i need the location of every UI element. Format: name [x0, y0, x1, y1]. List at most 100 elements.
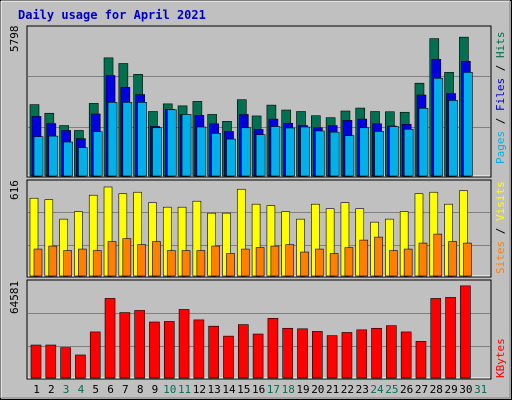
bar-sites-day-16	[255, 247, 265, 277]
bar-kbytes-day-17	[267, 318, 279, 379]
bar-pages-day-9	[152, 127, 162, 177]
bar-kbytes-day-25	[386, 325, 397, 379]
x-tick-label-day-24: 24	[370, 383, 384, 396]
bar-pages-day-15	[240, 127, 251, 177]
bar-kbytes-day-5	[89, 331, 101, 379]
bar-pages-day-14	[226, 138, 236, 177]
x-tick-label-day-23: 23	[356, 383, 369, 396]
bar-kbytes-day-20	[312, 331, 323, 379]
bar-kbytes-day-2	[45, 344, 57, 379]
bar-pages-day-13	[211, 133, 221, 177]
bar-sites-day-7	[122, 238, 132, 277]
bar-kbytes-day-7	[119, 312, 131, 379]
bar-pages-day-22	[344, 135, 355, 177]
x-tick-label-day-12: 12	[193, 383, 206, 396]
bar-sites-day-13	[211, 245, 220, 277]
side-sep-2: /	[494, 58, 507, 78]
bar-kbytes-day-22	[341, 332, 353, 379]
bar-kbytes-day-24	[371, 327, 382, 379]
side-label-mid: Sites / Visits	[494, 181, 507, 274]
x-tick-label-day-4: 4	[78, 383, 85, 396]
bar-sites-day-4	[78, 248, 87, 277]
x-tick-label-day-14: 14	[222, 383, 236, 396]
bar-sites-day-14	[226, 253, 235, 277]
bar-kbytes-day-4	[75, 354, 86, 379]
bar-kbytes-day-14	[223, 335, 234, 379]
x-tick-label-day-16: 16	[252, 383, 265, 396]
x-tick-label-day-5: 5	[92, 383, 99, 396]
x-tick-label-day-1: 1	[33, 383, 40, 396]
bar-kbytes-day-23	[356, 329, 368, 379]
bar-kbytes-day-10	[163, 321, 175, 379]
bar-pages-day-21	[329, 131, 340, 177]
panel-visits-sites	[26, 179, 492, 278]
bar-sites-day-11	[181, 250, 191, 277]
side-label-sites: Sites	[494, 241, 507, 274]
bar-pages-day-17	[270, 126, 281, 177]
bar-sites-day-20	[315, 248, 324, 277]
bar-pages-day-20	[315, 130, 325, 177]
bar-sites-day-15	[240, 248, 250, 277]
bar-kbytes-day-15	[237, 324, 249, 379]
side-sep-3: /	[494, 221, 507, 241]
bar-sites-day-30	[463, 242, 472, 277]
bar-kbytes-day-8	[134, 310, 145, 379]
bar-pages-day-25	[389, 126, 399, 177]
bar-sites-day-18	[285, 244, 295, 277]
bar-kbytes-day-27	[415, 341, 427, 379]
x-tick-label-day-30: 30	[459, 383, 472, 396]
bar-pages-day-19	[300, 126, 310, 177]
x-tick-label-day-9: 9	[152, 383, 159, 396]
bar-pages-day-7	[122, 102, 133, 177]
bar-kbytes-day-3	[60, 347, 71, 379]
bar-sites-day-24	[374, 236, 383, 277]
bar-pages-day-18	[285, 127, 296, 177]
bar-pages-day-2	[48, 135, 59, 177]
bar-pages-day-16	[255, 134, 266, 177]
bar-sites-day-23	[359, 239, 369, 277]
bar-sites-day-27	[418, 242, 428, 277]
bar-kbytes-day-18	[282, 327, 294, 379]
bar-pages-day-28	[433, 77, 444, 177]
bar-sites-day-8	[137, 244, 146, 277]
bar-kbytes-day-30	[460, 285, 471, 379]
panel-kbytes	[26, 279, 492, 380]
x-tick-label-day-7: 7	[122, 383, 129, 396]
top-max-label: 5798	[8, 26, 21, 53]
x-tick-label-day-21: 21	[326, 383, 339, 396]
side-label-hits: Hits	[494, 32, 507, 59]
x-tick-label-day-19: 19	[296, 383, 309, 396]
side-label-top: Pages / Files / Hits	[494, 32, 507, 165]
chart-title: Daily usage for April 2021	[18, 8, 206, 22]
x-tick-label-day-25: 25	[385, 383, 398, 396]
bar-pages-day-8	[137, 102, 147, 177]
bar-sites-day-26	[403, 248, 413, 277]
bar-pages-day-6	[107, 102, 118, 177]
x-tick-label-day-3: 3	[63, 383, 70, 396]
bar-sites-day-9	[152, 241, 161, 277]
x-tick-label-day-13: 13	[208, 383, 221, 396]
bar-sites-day-21	[329, 253, 339, 277]
bar-kbytes-day-1	[30, 344, 42, 379]
bar-kbytes-day-12	[193, 319, 205, 379]
bar-sites-day-3	[63, 250, 72, 277]
x-tick-label-day-15: 15	[237, 383, 250, 396]
side-label-visits: Visits	[494, 181, 507, 221]
bar-kbytes-day-6	[104, 298, 116, 379]
bar-sites-day-2	[48, 245, 58, 277]
x-tick-label-day-6: 6	[107, 383, 114, 396]
bar-pages-day-27	[418, 108, 429, 177]
x-tick-label-day-10: 10	[163, 383, 176, 396]
side-label-kbytes: KBytes	[494, 338, 507, 378]
bar-pages-day-29	[448, 100, 458, 177]
bar-kbytes-day-29	[445, 297, 456, 379]
bar-kbytes-day-13	[208, 325, 219, 379]
bar-sites-day-17	[270, 245, 280, 277]
bar-pages-day-24	[374, 131, 384, 177]
bar-sites-day-1	[33, 248, 43, 277]
x-tick-label-day-18: 18	[282, 383, 295, 396]
x-tick-label-day-8: 8	[137, 383, 144, 396]
bar-sites-day-28	[433, 233, 443, 277]
bar-pages-day-30	[463, 72, 473, 177]
